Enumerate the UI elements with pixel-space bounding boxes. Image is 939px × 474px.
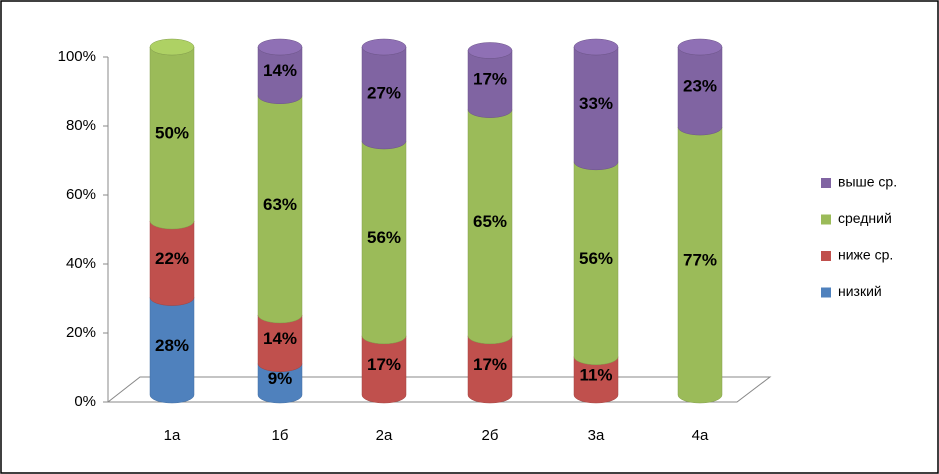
data-label: 56%	[367, 228, 401, 247]
legend-label: выше ср.	[838, 174, 897, 190]
cylinder-cap	[467, 42, 513, 59]
cylinder-cap	[677, 38, 723, 56]
y-tick-label: 0%	[74, 393, 96, 410]
data-label: 56%	[579, 249, 613, 268]
cylinder-cap	[361, 38, 407, 56]
data-label: 17%	[473, 355, 507, 374]
data-label: 27%	[367, 83, 401, 102]
legend-swatch	[821, 287, 831, 298]
data-label: 11%	[579, 365, 612, 384]
cylinder-cap	[149, 38, 195, 56]
data-label: 33%	[579, 94, 613, 113]
y-tick-label: 100%	[58, 48, 96, 65]
data-label: 14%	[263, 329, 297, 348]
y-tick-label: 40%	[66, 255, 96, 272]
y-tick-label: 60%	[66, 186, 96, 203]
data-label: 65%	[473, 212, 507, 231]
legend-swatch	[821, 214, 831, 225]
legend-swatch	[821, 178, 831, 188]
legend-label: средний	[838, 210, 892, 226]
data-label: 63%	[263, 195, 297, 214]
data-label: 22%	[155, 249, 189, 268]
x-tick-label: 2а	[376, 427, 393, 444]
cylinder-cap	[573, 38, 619, 56]
x-tick-label: 4а	[692, 427, 709, 444]
legend-swatch	[821, 251, 831, 261]
data-label: 77%	[683, 251, 717, 270]
floor	[106, 376, 772, 403]
x-tick-label: 2б	[482, 427, 499, 444]
data-label: 9%	[268, 369, 293, 388]
cylinder-cap	[257, 38, 303, 56]
data-label: 14%	[263, 61, 297, 80]
y-tick-label: 20%	[66, 324, 96, 341]
data-label: 23%	[683, 77, 717, 96]
data-label: 17%	[473, 70, 507, 89]
legend-label: ниже ср.	[838, 247, 893, 263]
data-label: 28%	[155, 336, 189, 355]
data-label: 50%	[155, 123, 189, 142]
y-tick-label: 80%	[66, 117, 96, 134]
legend-label: низкий	[838, 283, 882, 299]
x-tick-label: 1б	[272, 427, 289, 444]
data-label: 17%	[367, 355, 401, 374]
x-tick-label: 3а	[588, 427, 605, 444]
x-tick-label: 1а	[164, 427, 181, 444]
